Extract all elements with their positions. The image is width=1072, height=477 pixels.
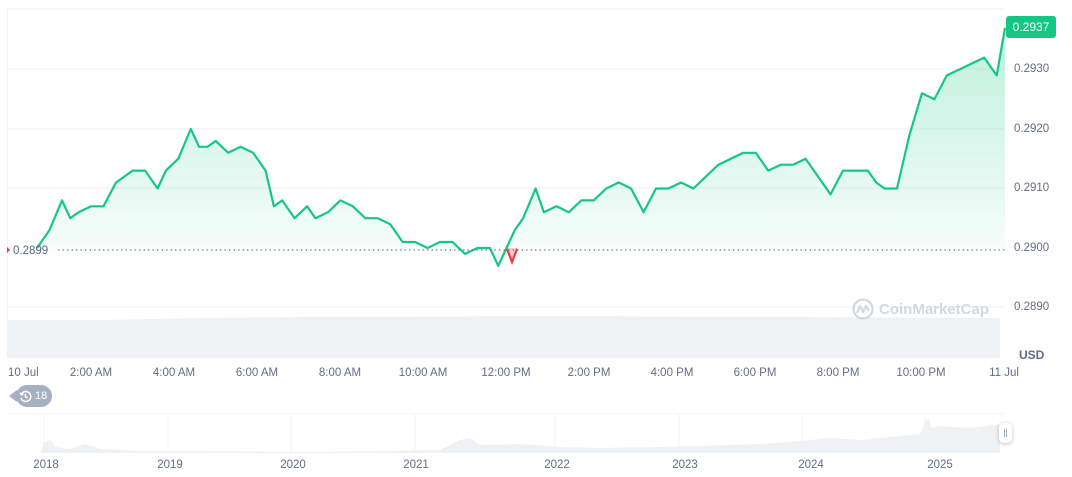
overview-year: 2021 [403, 459, 429, 471]
x-tick: 6:00 PM [733, 367, 777, 379]
x-tick: 8:00 PM [816, 367, 860, 379]
x-tick: 8:00 AM [318, 367, 362, 379]
coinmarketcap-logo-icon [852, 298, 874, 320]
x-tick: 2:00 PM [567, 367, 611, 379]
history-events-button[interactable]: 18 [9, 385, 52, 407]
x-tick: 4:00 AM [152, 367, 196, 379]
overview-area [40, 418, 1000, 453]
overview-year: 2025 [927, 459, 953, 471]
reference-price-label: 0.2899 [13, 245, 49, 257]
history-count: 18 [35, 390, 48, 402]
y-tick: 0.2890 [1014, 301, 1050, 313]
overview-year: 2019 [157, 459, 183, 471]
y-tick: 0.2900 [1014, 242, 1050, 254]
x-tick: 11 Jul [989, 367, 1019, 379]
x-tick: 10:00 PM [896, 367, 946, 379]
x-tick: 10 Jul [8, 367, 39, 379]
volume-bars [8, 316, 1000, 358]
x-tick: 6:00 AM [235, 367, 279, 379]
current-price-badge: 0.2937 [1006, 16, 1056, 38]
x-tick: 12:00 PM [481, 367, 531, 379]
reference-marker-icon [7, 247, 10, 253]
watermark: CoinMarketCap [852, 298, 989, 320]
overview-year: 2022 [544, 459, 570, 471]
range-slider-handle[interactable] [999, 423, 1012, 443]
x-tick: 2:00 AM [69, 367, 113, 379]
x-tick: 4:00 PM [650, 367, 694, 379]
overview-year: 2018 [33, 459, 59, 471]
overview-year: 2024 [798, 459, 824, 471]
y-tick: 0.2930 [1014, 63, 1050, 75]
overview-year: 2023 [672, 459, 698, 471]
below-reference-line [505, 248, 519, 266]
currency-label: USD [1019, 348, 1045, 362]
y-tick: 0.2910 [1014, 182, 1050, 194]
watermark-text: CoinMarketCap [879, 300, 990, 318]
x-tick: 10:00 AM [398, 367, 448, 379]
price-area-fill [37, 27, 1006, 266]
price-line [36, 27, 1007, 267]
y-tick: 0.2920 [1014, 123, 1050, 135]
overview-year: 2020 [280, 459, 306, 471]
history-clock-icon [19, 390, 32, 403]
